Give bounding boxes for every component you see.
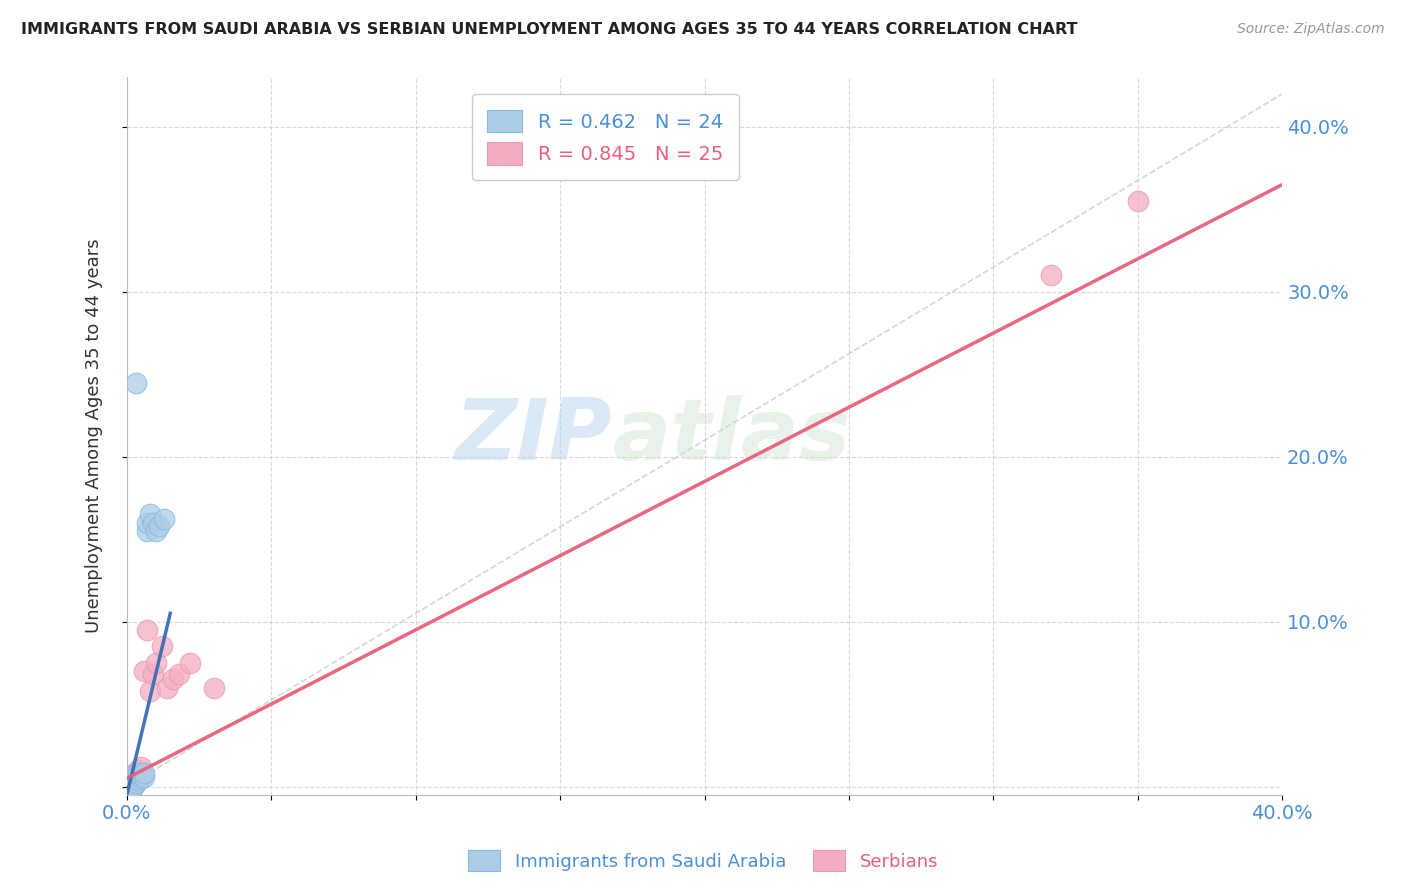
Point — [127, 770, 149, 784]
Point — [145, 656, 167, 670]
Point — [153, 512, 176, 526]
Point — [150, 640, 173, 654]
Point — [134, 664, 156, 678]
Point — [139, 508, 162, 522]
Point — [136, 524, 159, 538]
Point — [127, 763, 149, 777]
Point — [124, 376, 146, 390]
Point — [142, 516, 165, 530]
Text: Source: ZipAtlas.com: Source: ZipAtlas.com — [1237, 22, 1385, 37]
Point — [167, 667, 190, 681]
Legend: R = 0.462   N = 24, R = 0.845   N = 25: R = 0.462 N = 24, R = 0.845 N = 25 — [471, 95, 738, 180]
Point — [124, 774, 146, 789]
Point — [131, 766, 153, 780]
Point — [121, 774, 143, 789]
Point — [121, 780, 143, 794]
Point — [121, 772, 143, 787]
Point — [142, 667, 165, 681]
Point — [124, 770, 146, 784]
Point — [124, 771, 146, 785]
Point — [124, 766, 146, 780]
Point — [124, 776, 146, 790]
Point — [118, 780, 141, 794]
Point — [134, 766, 156, 780]
Point — [145, 524, 167, 538]
Point — [121, 768, 143, 782]
Point — [202, 681, 225, 695]
Point — [134, 770, 156, 784]
Point — [121, 771, 143, 785]
Text: atlas: atlas — [612, 394, 851, 477]
Point — [118, 776, 141, 790]
Point — [127, 766, 149, 780]
Point — [124, 772, 146, 787]
Point — [121, 780, 143, 794]
Y-axis label: Unemployment Among Ages 35 to 44 years: Unemployment Among Ages 35 to 44 years — [86, 239, 103, 633]
Point — [121, 768, 143, 782]
Point — [127, 772, 149, 787]
Point — [1040, 268, 1063, 283]
Point — [131, 771, 153, 785]
Legend: Immigrants from Saudi Arabia, Serbians: Immigrants from Saudi Arabia, Serbians — [460, 843, 946, 879]
Point — [118, 771, 141, 785]
Point — [148, 519, 170, 533]
Point — [118, 776, 141, 790]
Text: ZIP: ZIP — [454, 394, 612, 477]
Point — [136, 516, 159, 530]
Text: IMMIGRANTS FROM SAUDI ARABIA VS SERBIAN UNEMPLOYMENT AMONG AGES 35 TO 44 YEARS C: IMMIGRANTS FROM SAUDI ARABIA VS SERBIAN … — [21, 22, 1077, 37]
Point — [156, 681, 179, 695]
Point — [131, 768, 153, 782]
Point — [139, 684, 162, 698]
Point — [136, 623, 159, 637]
Point — [162, 673, 184, 687]
Point — [131, 760, 153, 774]
Point — [1126, 194, 1149, 208]
Point — [118, 771, 141, 785]
Point — [179, 656, 201, 670]
